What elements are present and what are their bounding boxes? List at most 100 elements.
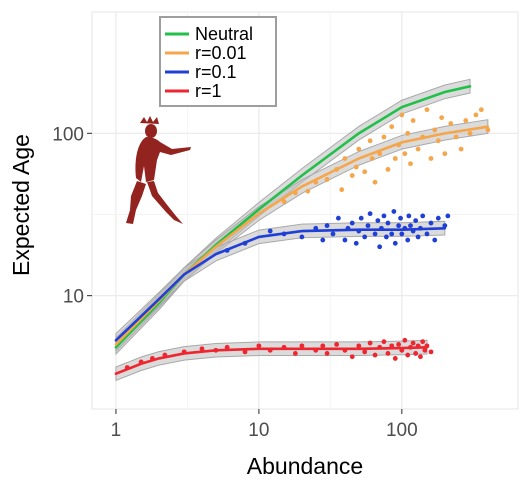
point-r-1 bbox=[349, 354, 355, 360]
ribbon-r-1 bbox=[115, 339, 428, 382]
point-r-0-1 bbox=[365, 223, 371, 229]
point-r-0-1 bbox=[299, 234, 305, 240]
point-r-0-1 bbox=[389, 231, 395, 237]
point-r-0-1 bbox=[324, 223, 330, 229]
point-r-0-1 bbox=[383, 234, 389, 240]
point-r-1 bbox=[428, 349, 434, 355]
confidence-ribbons bbox=[115, 78, 489, 382]
x-tick-label: 10 bbox=[248, 420, 269, 441]
point-r-1 bbox=[367, 340, 373, 346]
point-r-1 bbox=[324, 351, 330, 356]
point-r-0-1 bbox=[362, 234, 368, 240]
fit-lines bbox=[114, 85, 490, 376]
point-r-0-01 bbox=[389, 124, 395, 130]
point-r-0-01 bbox=[324, 177, 330, 182]
x-tick-label: 1 bbox=[111, 420, 122, 441]
point-r-1 bbox=[385, 351, 391, 356]
point-r-0-1 bbox=[375, 218, 381, 223]
point-r-1 bbox=[292, 351, 298, 356]
fit-line-r-1 bbox=[114, 346, 429, 376]
legend-label-r-1: r=1 bbox=[195, 81, 222, 101]
point-r-1 bbox=[396, 342, 402, 347]
point-r-0-01 bbox=[369, 156, 375, 161]
point-r-0-01 bbox=[410, 118, 416, 123]
point-r-0-01 bbox=[305, 188, 311, 194]
point-r-1 bbox=[356, 343, 362, 349]
point-r-0-1 bbox=[358, 215, 364, 221]
point-r-0-01 bbox=[415, 146, 421, 152]
point-r-0-1 bbox=[377, 244, 383, 250]
point-r-0-1 bbox=[432, 237, 438, 243]
point-r-0-1 bbox=[420, 213, 426, 219]
point-r-0-1 bbox=[413, 218, 419, 223]
legend-label-neutral: Neutral bbox=[195, 24, 253, 44]
point-r-0-1 bbox=[408, 223, 413, 229]
point-r-0-01 bbox=[463, 118, 469, 123]
point-r-1 bbox=[199, 346, 205, 352]
point-r-0-01 bbox=[362, 169, 368, 175]
point-r-0-1 bbox=[415, 234, 421, 240]
point-r-0-01 bbox=[485, 127, 491, 133]
point-r-0-1 bbox=[330, 231, 336, 237]
point-r-0-01 bbox=[405, 130, 411, 136]
point-r-0-01 bbox=[467, 130, 473, 136]
point-r-1 bbox=[320, 343, 326, 349]
point-r-0-01 bbox=[349, 173, 355, 178]
point-r-0-01 bbox=[281, 199, 287, 204]
legend: Neutral r=0.01 r=0.1 r=1 bbox=[159, 16, 277, 107]
point-r-0-1 bbox=[428, 220, 434, 226]
point-r-0-1 bbox=[342, 237, 348, 243]
point-r-0-1 bbox=[399, 231, 405, 237]
point-r-0-01 bbox=[458, 146, 464, 152]
point-r-0-1 bbox=[320, 237, 326, 243]
y-axis-title: Expected Age bbox=[8, 134, 34, 276]
point-r-0-1 bbox=[406, 213, 412, 219]
y-tick-label: 10 bbox=[63, 287, 84, 308]
point-r-1 bbox=[413, 351, 419, 356]
point-r-0-1 bbox=[398, 215, 403, 221]
point-r-0-1 bbox=[442, 223, 448, 229]
point-r-1 bbox=[405, 352, 411, 358]
point-r-0-01 bbox=[448, 121, 454, 126]
point-r-1 bbox=[372, 352, 378, 358]
point-r-0-01 bbox=[339, 187, 345, 193]
point-r-0-1 bbox=[267, 228, 273, 234]
point-r-0-01 bbox=[453, 134, 459, 140]
point-r-0-01 bbox=[392, 156, 398, 161]
x-axis-title: Abundance bbox=[247, 453, 363, 479]
point-r-0-1 bbox=[385, 220, 391, 226]
y-tick-label: 100 bbox=[52, 124, 84, 145]
point-r-0-01 bbox=[478, 107, 484, 113]
point-r-0-01 bbox=[342, 156, 348, 161]
point-r-0-01 bbox=[402, 151, 408, 157]
legend-item-neutral: Neutral bbox=[165, 24, 253, 44]
point-r-1 bbox=[422, 347, 428, 353]
axes: 1 10 100 10 100 bbox=[52, 124, 417, 441]
point-r-0-01 bbox=[435, 138, 441, 144]
point-r-0-01 bbox=[428, 156, 434, 161]
point-r-1 bbox=[256, 343, 262, 349]
legend-label-r-0-1: r=0.1 bbox=[195, 62, 237, 82]
point-r-0-01 bbox=[367, 138, 373, 144]
point-r-0-01 bbox=[372, 179, 378, 185]
point-r-0-01 bbox=[424, 107, 430, 113]
point-r-0-01 bbox=[399, 112, 405, 118]
point-r-1 bbox=[299, 343, 305, 349]
point-r-0-01 bbox=[356, 146, 362, 152]
point-r-0-1 bbox=[353, 240, 359, 246]
point-r-0-1 bbox=[445, 213, 451, 219]
point-r-0-1 bbox=[391, 209, 397, 214]
point-r-0-1 bbox=[349, 220, 355, 226]
point-r-0-01 bbox=[385, 166, 391, 172]
point-r-0-01 bbox=[432, 127, 438, 133]
point-r-0-1 bbox=[372, 231, 378, 237]
point-r-0-1 bbox=[367, 211, 373, 217]
point-r-0-1 bbox=[405, 237, 411, 243]
point-r-0-01 bbox=[381, 134, 387, 140]
point-r-1 bbox=[381, 339, 387, 345]
point-r-1 bbox=[362, 349, 368, 355]
point-r-1 bbox=[418, 354, 423, 360]
point-r-1 bbox=[420, 339, 426, 345]
point-r-0-1 bbox=[435, 215, 441, 221]
legend-item-r-0-01: r=0.01 bbox=[165, 43, 247, 63]
